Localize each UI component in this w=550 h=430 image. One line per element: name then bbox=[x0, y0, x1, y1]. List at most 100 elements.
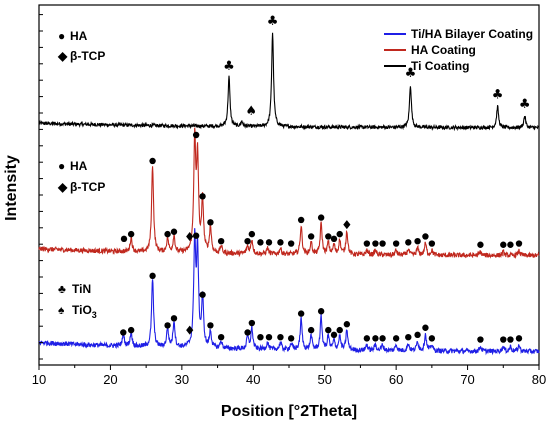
marker-ti-ha-bilayer-coating-29 bbox=[422, 324, 429, 331]
marker-ha-coating-5 bbox=[186, 231, 194, 241]
key-bot-tio-label-sub: 3 bbox=[92, 310, 97, 320]
marker-ti-ha-bilayer-coating-15 bbox=[287, 335, 295, 342]
series-ti-coating bbox=[38, 32, 540, 132]
marker-ti-ha-bilayer-coating-25 bbox=[379, 335, 386, 342]
key-top-ha-symbol: ● bbox=[58, 29, 65, 43]
marker-ti-ha-bilayer-coating-30 bbox=[428, 335, 436, 342]
marker-ha-coating-8 bbox=[207, 219, 214, 226]
legend-label-ti: Ti Coating bbox=[411, 59, 469, 73]
phase-marker-layer: ♣ ♠ ♣ ♣ ♣ ♣ bbox=[120, 14, 531, 343]
series-layer bbox=[38, 32, 540, 356]
marker-ti-coating-1: ♠ bbox=[245, 104, 257, 119]
marker-key-bottom: ♣ TiN ♠ TiO3 bbox=[58, 282, 97, 320]
marker-ti-coating-0: ♣ bbox=[223, 59, 235, 74]
marker-ti-ha-bilayer-coating-18 bbox=[317, 308, 325, 315]
legend-label-ha: HA Coating bbox=[411, 43, 476, 57]
marker-ha-coating-1 bbox=[127, 230, 135, 238]
key-bot-tio-label-main: TiO bbox=[72, 303, 92, 317]
marker-key-top: ● HA ◆ β-TCP bbox=[57, 29, 105, 63]
marker-ti-ha-bilayer-coating-10 bbox=[244, 329, 251, 336]
marker-ha-coating-14 bbox=[277, 239, 284, 246]
marker-ti-ha-bilayer-coating-7 bbox=[199, 291, 206, 298]
y-axis bbox=[39, 14, 43, 360]
x-tick-label-40: 40 bbox=[246, 372, 260, 387]
x-tick-label-10: 10 bbox=[32, 372, 46, 387]
marker-ha-coating-19 bbox=[325, 233, 332, 240]
key-top-ha-label: HA bbox=[70, 29, 88, 43]
marker-ha-coating-29 bbox=[422, 233, 429, 240]
marker-ha-coating-22 bbox=[343, 220, 351, 230]
marker-ha-coating-27 bbox=[405, 239, 412, 246]
marker-ha-coating-11 bbox=[248, 230, 256, 238]
key-bot-tio-label: TiO3 bbox=[72, 303, 97, 320]
marker-ti-ha-bilayer-coating-33 bbox=[507, 336, 514, 343]
marker-ti-ha-bilayer-coating-9 bbox=[217, 334, 225, 341]
marker-ti-ha-bilayer-coating-17 bbox=[307, 326, 315, 334]
marker-ti-ha-bilayer-coating-5 bbox=[186, 325, 194, 335]
key-mid-ha-symbol: ● bbox=[58, 159, 65, 173]
marker-ti-ha-bilayer-coating-0 bbox=[120, 329, 127, 336]
marker-ha-coating-12 bbox=[257, 239, 264, 246]
marker-ha-coating-2 bbox=[149, 157, 156, 165]
marker-ti-ha-bilayer-coating-8 bbox=[207, 322, 214, 329]
marker-ti-ha-bilayer-coating-27 bbox=[405, 334, 412, 341]
marker-ha-coating-31 bbox=[477, 241, 484, 248]
x-tick-label-70: 70 bbox=[460, 372, 474, 387]
marker-ti-ha-bilayer-coating-31 bbox=[477, 336, 484, 343]
plot-frame bbox=[38, 4, 540, 366]
marker-ti-coating-5: ♣ bbox=[519, 97, 531, 112]
key-top-tcp-label: β-TCP bbox=[70, 49, 105, 63]
marker-ha-coating-21 bbox=[336, 230, 343, 238]
y-axis-title: Intensity bbox=[3, 155, 20, 221]
marker-ti-ha-bilayer-coating-34 bbox=[515, 335, 523, 342]
marker-ha-coating-16 bbox=[297, 216, 305, 224]
marker-ti-coating-2: ♣ bbox=[267, 14, 279, 29]
marker-ti-ha-bilayer-coating-32 bbox=[500, 336, 507, 343]
marker-ti-ha-bilayer-coating-23 bbox=[363, 335, 371, 342]
x-tick-label-50: 50 bbox=[317, 372, 331, 387]
marker-ha-coating-33 bbox=[507, 241, 514, 248]
marker-ha-coating-7 bbox=[199, 193, 206, 200]
marker-ti-ha-bilayer-coating-11 bbox=[248, 319, 256, 327]
marker-ti-ha-bilayer-coating-22 bbox=[343, 321, 351, 328]
x-tick-label-20: 20 bbox=[103, 372, 117, 387]
marker-ti-ha-bilayer-coating-20 bbox=[330, 331, 338, 339]
legend: Ti/HA Bilayer Coating HA Coating Ti Coat… bbox=[384, 27, 533, 73]
key-mid-tcp-label: β-TCP bbox=[70, 180, 105, 194]
marker-ha-coating-30 bbox=[428, 240, 436, 247]
marker-ha-coating-4 bbox=[170, 228, 178, 235]
marker-ti-coating-3: ♣ bbox=[405, 66, 417, 81]
series-ha-coating bbox=[38, 127, 540, 259]
marker-ti-ha-bilayer-coating-4 bbox=[170, 315, 178, 322]
marker-ha-coating-26 bbox=[392, 240, 400, 247]
marker-ha-coating-17 bbox=[307, 233, 315, 240]
marker-ti-ha-bilayer-coating-21 bbox=[336, 326, 343, 334]
x-axis: 10 20 30 40 50 60 70 80 bbox=[32, 365, 546, 387]
marker-ti-ha-bilayer-coating-1 bbox=[127, 326, 135, 334]
key-bot-tio-symbol: ♠ bbox=[58, 303, 65, 317]
marker-ti-ha-bilayer-coating-3 bbox=[164, 322, 171, 329]
key-mid-tcp-symbol: ◆ bbox=[57, 180, 68, 194]
marker-ti-ha-bilayer-coating-13 bbox=[265, 334, 273, 341]
marker-ha-coating-18 bbox=[317, 214, 325, 221]
marker-ti-ha-bilayer-coating-2 bbox=[149, 272, 156, 280]
marker-ti-ha-bilayer-coating-6 bbox=[192, 232, 200, 239]
x-tick-label-60: 60 bbox=[389, 372, 403, 387]
marker-key-middle: ● HA ◆ β-TCP bbox=[57, 159, 105, 194]
key-top-tcp-symbol: ◆ bbox=[57, 49, 68, 63]
marker-ti-ha-bilayer-coating-14 bbox=[277, 334, 284, 341]
marker-ha-coating-9 bbox=[217, 238, 225, 245]
x-axis-title: Position [°2Theta] bbox=[221, 403, 357, 420]
legend-label-bilayer: Ti/HA Bilayer Coating bbox=[411, 27, 533, 41]
marker-ti-ha-bilayer-coating-26 bbox=[392, 335, 400, 342]
marker-ha-coating-34 bbox=[515, 240, 523, 247]
marker-ti-ha-bilayer-coating-28 bbox=[414, 331, 421, 339]
marker-ha-coating-25 bbox=[379, 240, 386, 247]
marker-ti-ha-bilayer-coating-24 bbox=[372, 335, 379, 342]
key-mid-ha-label: HA bbox=[70, 159, 88, 173]
marker-ti-ha-bilayer-coating-19 bbox=[325, 326, 332, 334]
marker-ha-coating-24 bbox=[372, 240, 379, 247]
marker-ha-coating-6 bbox=[192, 131, 200, 139]
marker-ha-coating-3 bbox=[164, 230, 171, 238]
